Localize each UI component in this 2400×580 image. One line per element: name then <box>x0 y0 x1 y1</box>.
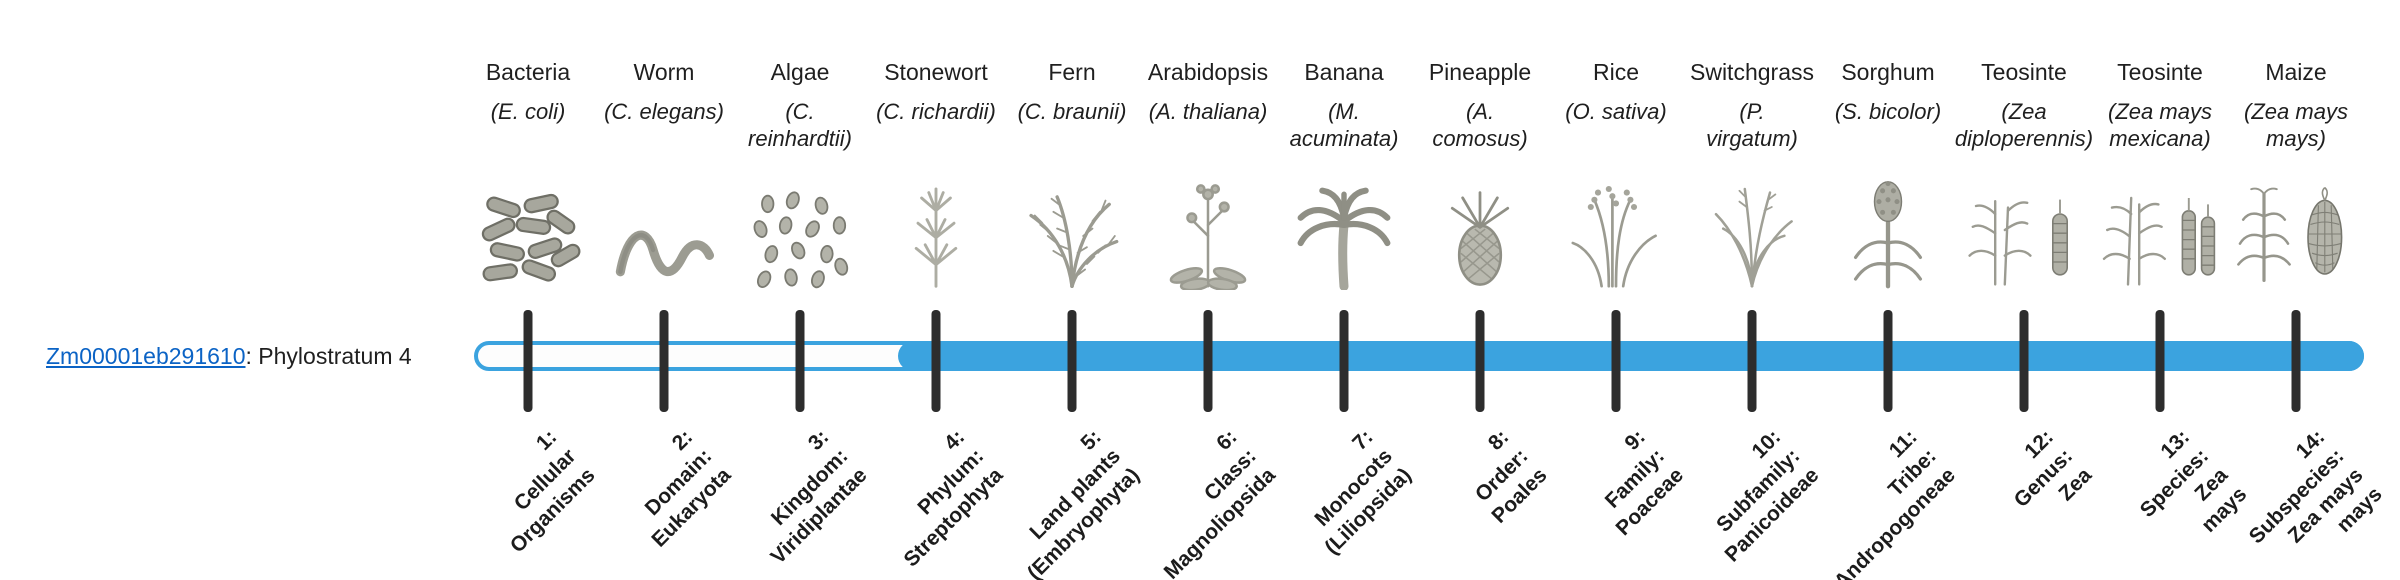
organism-common-name: Stonewort <box>884 59 988 85</box>
organism-scientific-name: (A. thaliana) <box>1148 99 1268 124</box>
stratum-taxon-label: 13: Species: Zea mays <box>2135 425 2251 537</box>
organism-common-name: Sorghum <box>1841 59 1935 85</box>
sorghum-icon <box>1800 168 1976 290</box>
organism-scientific-name: (C. reinhardtii) <box>748 99 852 151</box>
timeline-tick-6 <box>1203 310 1213 412</box>
timeline-tick-14 <box>2291 310 2301 412</box>
organism-common-name: Pineapple <box>1428 59 1532 85</box>
timeline-tick-10 <box>1747 310 1757 412</box>
organism-scientific-name: (P. virgatum) <box>1706 99 1798 151</box>
organism-common-name: Arabidopsis <box>1147 59 1269 85</box>
organism-scientific-name: (Zea diploperennis) <box>1954 99 2094 151</box>
organism-common-name: Fern <box>1048 59 1096 85</box>
organism-scientific-name: (M. acuminata) <box>1289 99 1399 151</box>
stratum-taxon-label: 9: Family: Poaceae <box>1600 425 1688 541</box>
organism-scientific-name: (Zea mays mexicana) <box>2108 99 2212 151</box>
organism-common-name: Algae <box>770 59 830 85</box>
organism-scientific-name: (A. comosus) <box>1432 99 1528 151</box>
organism-scientific-name: (C. richardii) <box>876 99 996 124</box>
banana-icon <box>1256 168 1432 290</box>
timeline-tick-2 <box>659 310 669 412</box>
stratum-taxon-label: 4: Phylum: Streptophyta <box>900 425 1008 572</box>
pineapple-icon <box>1392 168 1568 290</box>
timeline-tick-11 <box>1883 310 1893 412</box>
timeline-tick-13 <box>2155 310 2165 412</box>
organism-common-name: Banana <box>1304 59 1384 85</box>
timeline-tick-1 <box>523 310 533 412</box>
timeline-tick-7 <box>1339 310 1349 412</box>
worm-icon <box>576 168 752 290</box>
timeline-tick-4 <box>931 310 941 412</box>
stonewort-icon <box>848 168 1024 290</box>
stratum-taxon-label: 14: Subspecies: Zea mays mays <box>2245 425 2387 549</box>
timeline-tick-8 <box>1475 310 1485 412</box>
organism-common-name: Worm <box>633 59 695 85</box>
stratum-taxon-label: 2: Domain: Eukaryota <box>641 425 736 552</box>
organism-scientific-name: (O. sativa) <box>1565 99 1667 124</box>
stratum-taxon-label: 11: Tribe: Andropogoneae <box>1829 425 1960 580</box>
phylostratum-text: : Phylostratum 4 <box>245 343 412 369</box>
stratum-taxon-label: 7: Monocots (Liliopsida) <box>1310 425 1416 560</box>
rice-icon <box>1528 168 1704 290</box>
stratum-taxon-label: 12: Genus: Zea <box>2009 425 2096 512</box>
organism-common-name: Rice <box>1592 59 1639 85</box>
timeline-tick-12 <box>2019 310 2029 412</box>
organism-scientific-name: (C. elegans) <box>604 99 724 124</box>
arabidopsis-icon <box>1120 168 1296 290</box>
gene-label: Zm00001eb291610: Phylostratum 4 <box>46 342 412 370</box>
timeline-tick-5 <box>1067 310 1077 412</box>
organism-common-name: Teosinte <box>1981 59 2067 85</box>
bacteria-icon <box>440 168 616 290</box>
teosinte-mexicana-icon <box>2072 168 2248 290</box>
stratum-taxon-label: 3: Kingdom: Viridiplantae <box>766 425 872 569</box>
organism-common-name: Teosinte <box>2117 59 2203 85</box>
stratum-taxon-label: 5: Land plants (Embryophyta) <box>1022 425 1144 580</box>
phylostratum-bar-fill <box>898 341 2364 371</box>
organism-scientific-name: (S. bicolor) <box>1834 99 1942 124</box>
maize-icon <box>2208 168 2384 290</box>
timeline-tick-3 <box>795 310 805 412</box>
organism-common-name: Maize <box>2265 59 2327 85</box>
organism-common-name: Switchgrass <box>1690 59 1814 85</box>
stratum-taxon-label: 6: Class: Magnoliopsida <box>1159 425 1280 580</box>
organism-scientific-name: (E. coli) <box>490 99 566 124</box>
organism-common-name: Bacteria <box>485 59 571 85</box>
teosinte-diploperennis-icon <box>1936 168 2112 290</box>
fern-icon <box>984 168 1160 290</box>
organism-scientific-name: (Zea mays mays) <box>2244 99 2348 151</box>
stratum-taxon-label: 1: Cellular Organisms <box>506 425 600 558</box>
timeline-tick-9 <box>1611 310 1621 412</box>
algae-icon <box>712 168 888 290</box>
stratum-taxon-label: 8: Order: Poales <box>1471 425 1552 528</box>
switchgrass-icon <box>1664 168 1840 290</box>
organism-scientific-name: (C. braunii) <box>1017 99 1127 124</box>
gene-id-link[interactable]: Zm00001eb291610 <box>46 343 246 369</box>
